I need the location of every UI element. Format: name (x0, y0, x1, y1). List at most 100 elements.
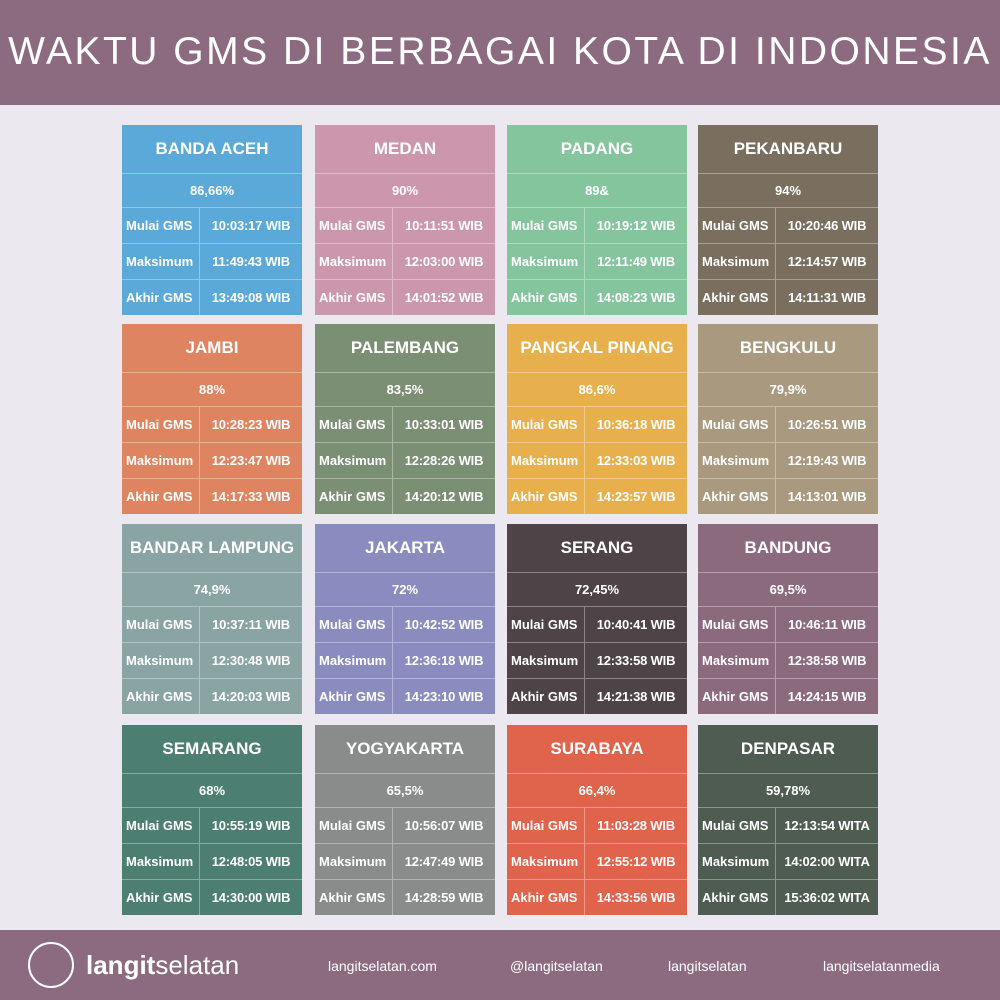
facebook-link[interactable]: langitselatan (668, 958, 747, 974)
row-label: Akhir GMS (507, 479, 585, 514)
city-name: BANDAR LAMPUNG (129, 538, 295, 557)
row-time: 15:36:02 WITA (784, 890, 870, 905)
row-label: Maksimum (698, 244, 776, 279)
row-time: 14:33:56 WIB (596, 890, 676, 905)
website-link[interactable]: langitselatan.com (328, 958, 437, 974)
coverage-percent: 86,66% (122, 173, 302, 207)
row-label: Akhir GMS (698, 880, 776, 915)
city-card: YOGYAKARTA 65,5% Mulai GMS 10:56:07 WIB Maks… (315, 725, 495, 915)
row-time: 12:23:47 WIB (211, 453, 291, 468)
row-time: 14:23:10 WIB (404, 689, 484, 704)
row-label: Mulai GMS (122, 607, 200, 642)
row-time: 12:19:43 WIB (787, 453, 867, 468)
city-card: PANGKAL PINANG 86,6% Mulai GMS 10:36:18 WIB… (507, 324, 687, 514)
row-label: Akhir GMS (315, 679, 393, 714)
row-label: Maksimum (507, 244, 585, 279)
row-label: Maksimum (122, 844, 200, 879)
city-name: PANGKAL PINANG (520, 338, 674, 357)
brand-bold: langit (86, 950, 156, 980)
row-time: 14:20:03 WIB (211, 689, 291, 704)
twitter-link[interactable]: @langitselatan (510, 958, 603, 974)
time-row: Mulai GMS 10:37:11 WIB (122, 606, 302, 642)
row-time: 12:48:05 WIB (211, 854, 291, 869)
row-time: 10:19:12 WIB (596, 218, 676, 233)
row-time: 14:01:52 WIB (404, 290, 484, 305)
row-time: 11:49:43 WIB (212, 254, 290, 269)
row-time: 12:11:49 WIB (597, 254, 675, 269)
row-label: Maksimum (507, 844, 585, 879)
row-time: 14:21:38 WIB (596, 689, 676, 704)
city-name: SEMARANG (162, 739, 262, 758)
time-row: Mulai GMS 12:13:54 WITA (698, 807, 878, 843)
coverage-percent: 94% (698, 173, 878, 207)
city-name: BANDA ACEH (155, 139, 269, 158)
row-time: 14:08:23 WIB (596, 290, 676, 305)
city-card: SEMARANG 68% Mulai GMS 10:55:19 WIB Maksimum… (122, 725, 302, 915)
row-label: Mulai GMS (315, 208, 393, 243)
row-label: Akhir GMS (315, 880, 393, 915)
time-row: Mulai GMS 10:20:46 WIB (698, 207, 878, 243)
row-time: 10:55:19 WIB (211, 818, 291, 833)
city-name: MEDAN (373, 139, 437, 158)
time-row: Maksimum 12:14:57 WIB (698, 243, 878, 279)
city-name: DENPASAR (740, 739, 836, 758)
city-name: PALEMBANG (350, 338, 460, 357)
row-label: Mulai GMS (122, 208, 200, 243)
city-card: BANDUNG 69,5% Mulai GMS 10:46:11 WIB Maksimu… (698, 524, 878, 714)
row-label: Mulai GMS (122, 808, 200, 843)
row-time: 12:13:54 WITA (784, 818, 870, 833)
row-time: 14:11:31 WIB (788, 290, 866, 305)
time-row: Akhir GMS 14:23:57 WIB (507, 478, 687, 514)
time-row: Akhir GMS 14:24:15 WIB (698, 678, 878, 714)
row-time: 10:26:51 WIB (787, 417, 867, 432)
coverage-percent: 69,5% (698, 572, 878, 606)
time-row: Mulai GMS 10:42:52 WIB (315, 606, 495, 642)
city-card: SURABAYA 66,4% Mulai GMS 11:03:28 WIB Maksim… (507, 725, 687, 915)
coverage-percent: 89& (507, 173, 687, 207)
row-time: 14:17:33 WIB (211, 489, 291, 504)
city-name: SURABAYA (550, 739, 644, 758)
row-time: 12:14:57 WIB (787, 254, 867, 269)
city-card: JAKARTA 72% Mulai GMS 10:42:52 WIB Maksimum 1… (315, 524, 495, 714)
time-row: Maksimum 12:11:49 WIB (507, 243, 687, 279)
row-label: Mulai GMS (507, 407, 585, 442)
coverage-percent: 90% (315, 173, 495, 207)
city-name: BENGKULU (739, 338, 837, 357)
time-row: Maksimum 12:48:05 WIB (122, 843, 302, 879)
instagram-link[interactable]: langitselatanmedia (823, 958, 940, 974)
time-row: Mulai GMS 10:36:18 WIB (507, 406, 687, 442)
time-row: Mulai GMS 10:46:11 WIB (698, 606, 878, 642)
row-time: 12:55:12 WIB (596, 854, 676, 869)
city-name: BANDUNG (744, 538, 832, 557)
time-row: Akhir GMS 13:49:08 WIB (122, 279, 302, 315)
city-card: SERANG 72,45% Mulai GMS 10:40:41 WIB Maksimu… (507, 524, 687, 714)
row-label: Akhir GMS (507, 880, 585, 915)
row-label: Maksimum (122, 244, 200, 279)
coverage-percent: 86,6% (507, 372, 687, 406)
row-label: Mulai GMS (315, 407, 393, 442)
coverage-percent: 72,45% (507, 572, 687, 606)
brand: langitselatan (86, 950, 239, 981)
row-label: Maksimum (315, 844, 393, 879)
row-label: Akhir GMS (122, 280, 200, 315)
time-row: Maksimum 12:03:00 WIB (315, 243, 495, 279)
time-row: Maksimum 12:55:12 WIB (507, 843, 687, 879)
logo (28, 942, 74, 988)
row-label: Maksimum (507, 443, 585, 478)
row-label: Akhir GMS (698, 679, 776, 714)
row-time: 10:28:23 WIB (211, 417, 291, 432)
row-label: Akhir GMS (122, 880, 200, 915)
row-label: Maksimum (122, 643, 200, 678)
city-card: JAMBI 88% Mulai GMS 10:28:23 WIB Maksimum 12:… (122, 324, 302, 514)
row-label: Maksimum (315, 244, 393, 279)
row-time: 13:49:08 WIB (211, 290, 291, 305)
time-row: Mulai GMS 10:03:17 WIB (122, 207, 302, 243)
coverage-percent: 88% (122, 372, 302, 406)
time-row: Maksimum 12:30:48 WIB (122, 642, 302, 678)
row-label: Mulai GMS (507, 808, 585, 843)
row-label: Akhir GMS (698, 479, 776, 514)
footer: langitselatan langitselatan.com @langits… (0, 930, 1000, 1000)
row-time: 10:11:51 WIB (405, 218, 483, 233)
time-row: Mulai GMS 10:11:51 WIB (315, 207, 495, 243)
row-label: Mulai GMS (315, 607, 393, 642)
